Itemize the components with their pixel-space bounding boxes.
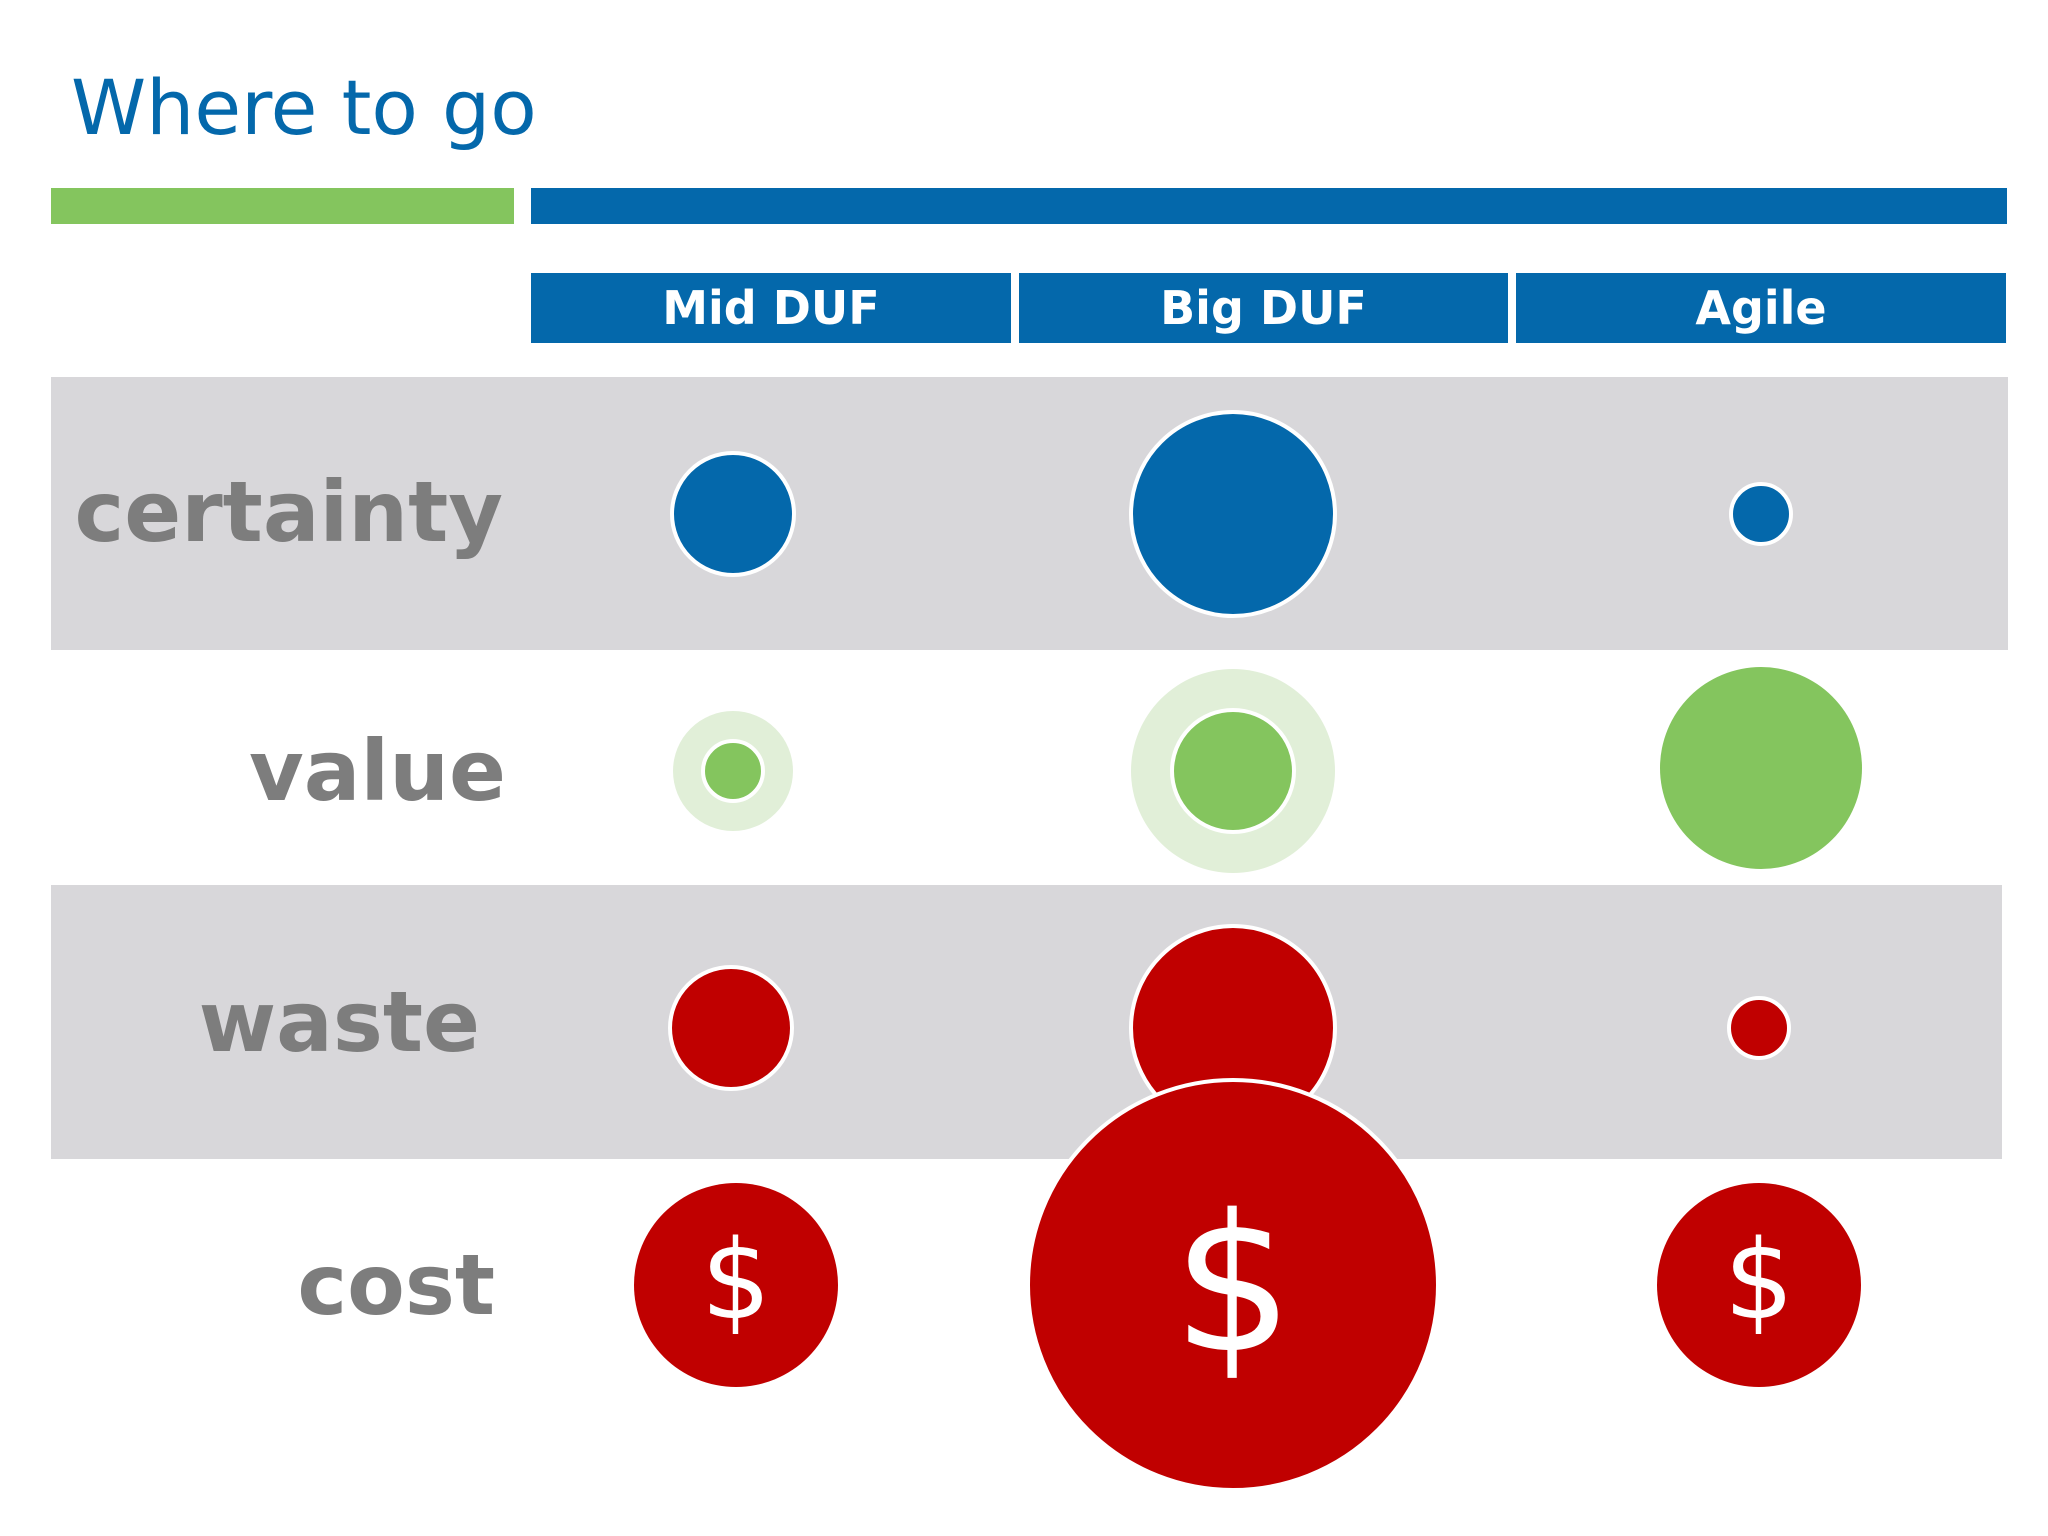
dollar-icon-big-duf: $ [1173, 1174, 1294, 1395]
value-bubble-mid-duf [701, 739, 765, 803]
page-title: Where to go [71, 63, 537, 152]
dollar-icon-mid-duf: $ [701, 1216, 771, 1344]
row-label-waste: waste [198, 973, 480, 1071]
row-label-certainty: certainty [74, 463, 503, 561]
accent-bar-green [51, 188, 514, 224]
certainty-bubble-mid-duf [670, 451, 796, 577]
column-header-mid-duf: Mid DUF [531, 273, 1011, 343]
column-header-agile: Agile [1516, 273, 2006, 343]
waste-bubble-mid-duf [668, 965, 794, 1091]
value-bubble-big-duf [1170, 708, 1296, 834]
row-band-waste [51, 885, 2002, 1159]
value-bubble-agile [1660, 667, 1862, 869]
certainty-bubble-agile [1729, 482, 1793, 546]
cost-bubble-agile [1657, 1183, 1861, 1387]
row-band-certainty [51, 377, 2008, 650]
cost-bubble-mid-duf [634, 1183, 838, 1387]
row-label-value: value [248, 722, 506, 820]
waste-bubble-agile [1727, 996, 1791, 1060]
certainty-bubble-big-duf [1129, 410, 1337, 618]
dollar-icon-agile: $ [1724, 1216, 1794, 1344]
cost-bubble-big-duf [1026, 1078, 1440, 1492]
column-header-big-duf: Big DUF [1019, 273, 1508, 343]
accent-bar-blue [531, 188, 2007, 224]
row-label-cost: cost [297, 1236, 495, 1334]
